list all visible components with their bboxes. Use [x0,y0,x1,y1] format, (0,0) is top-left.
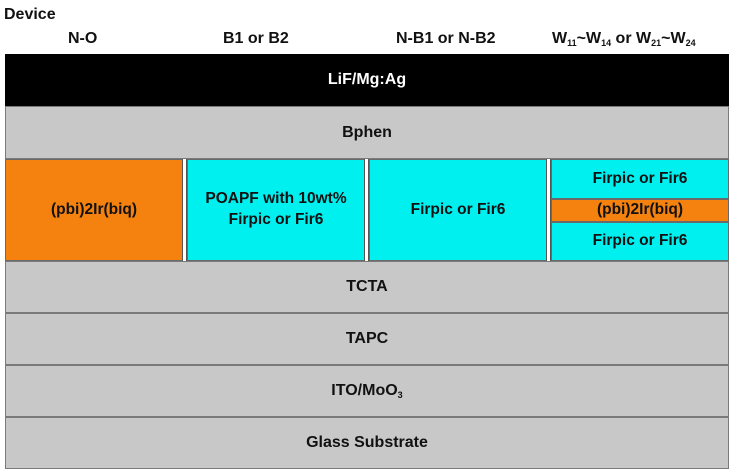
layer-glass: Glass Substrate [5,417,729,469]
layer-bphen: Bphen [5,106,729,159]
eml-nb-label: Firpic or Fir6 [410,200,506,218]
eml-w-bottom-cell: Firpic or Fir6 [551,222,729,261]
eml-nb-cell: Firpic or Fir6 [369,159,547,261]
column-separator [546,159,551,261]
column-separator [364,159,369,261]
layer-cathode: LiF/Mg:Ag [5,54,729,106]
eml-b-line1: POAPF with 10wt% [205,190,347,208]
layer-tcta-label: TCTA [346,278,388,295]
eml-b-cell: POAPF with 10wt% Firpic or Fir6 [187,159,365,261]
eml-w-top-label: Firpic or Fir6 [592,169,688,187]
eml-b-line2: Firpic or Fir6 [228,211,324,228]
device-title: Device [4,6,56,23]
layer-tapc: TAPC [5,313,729,365]
layer-glass-label: Glass Substrate [306,434,428,451]
layer-ito-label: ITO/MoO3 [331,382,403,400]
column-separator [182,159,187,261]
layer-cathode-label: LiF/Mg:Ag [327,71,407,88]
column-header-nb1-nb2: N-B1 or N-B2 [396,30,496,47]
eml-w-middle-label: (pbi)2Ir(biq) [596,201,684,219]
layer-tcta: TCTA [5,261,729,313]
column-header-b1-b2: B1 or B2 [223,30,289,47]
eml-no-cell: (pbi)2Ir(biq) [5,159,183,261]
eml-w-top-cell: Firpic or Fir6 [551,159,729,199]
layer-bphen-label: Bphen [342,123,392,141]
eml-w-bottom-label: Firpic or Fir6 [592,232,688,250]
eml-no-label: (pbi)2Ir(biq) [50,200,138,218]
eml-w-middle-cell: (pbi)2Ir(biq) [551,199,729,222]
column-header-n-o: N-O [68,30,98,47]
layer-tapc-label: TAPC [345,330,389,347]
layer-ito: ITO/MoO3 [5,365,729,417]
column-header-w: W11~W14 or W21~W24 [552,30,696,48]
